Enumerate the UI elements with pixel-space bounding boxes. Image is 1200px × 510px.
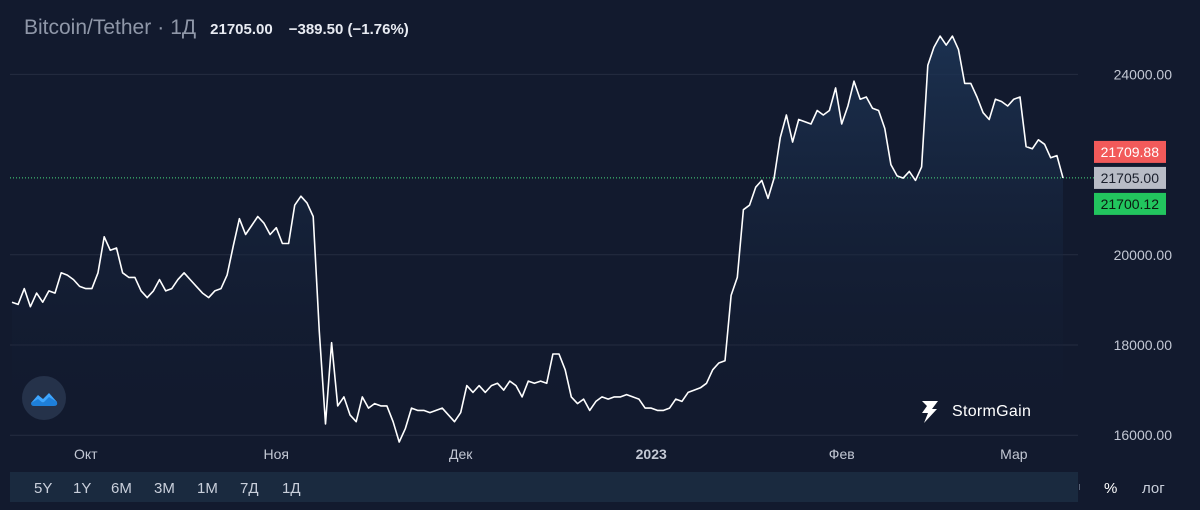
timeframe-label: 1Д (170, 16, 197, 39)
log-scale-toggle[interactable]: лог (1142, 480, 1165, 497)
y-tick-label: 16000.00 (1114, 427, 1173, 443)
x-tick-label: Дек (449, 446, 473, 462)
price-line (11, 35, 1064, 443)
y-tick-label: 24000.00 (1114, 66, 1173, 82)
bid-price-tag (1094, 192, 1166, 215)
cloud-logo-icon[interactable] (22, 376, 66, 420)
ask-price-label: 21709.88 (1101, 144, 1160, 160)
last-price-tag (1094, 166, 1166, 189)
lightning-icon (922, 401, 938, 423)
price-tags: 21709.88 21705.00 21700.12 (1094, 140, 1166, 215)
x-tick-label: Мар (1000, 446, 1028, 462)
y-tick-label: 20000.00 (1114, 247, 1173, 263)
x-tick-label: Ноя (264, 446, 289, 462)
range-button-3m[interactable]: 3M (154, 480, 175, 497)
symbol-name: Bitcoin/Tether (24, 16, 152, 39)
x-tick-label: 2023 (636, 446, 667, 462)
range-button-1y[interactable]: 1Y (73, 480, 92, 497)
range-toolbar (10, 472, 1078, 502)
price-area-fill (12, 36, 1063, 442)
range-button-1m[interactable]: 1M (197, 480, 218, 497)
price-chart[interactable]: 16000.00 18000.00 20000.00 24000.00 Окт Ноя Д… (0, 0, 1200, 470)
bid-price-label: 21700.12 (1101, 196, 1160, 212)
ask-price-tag (1094, 140, 1166, 163)
range-button-5y[interactable]: 5Y (34, 480, 53, 497)
x-tick-label: Окт (74, 446, 98, 462)
separator-dot: · (157, 16, 165, 39)
last-price-label: 21705.00 (1101, 170, 1160, 186)
x-tick-label: Фев (829, 446, 855, 462)
last-price: 21705.00 (210, 21, 273, 38)
range-button-6m[interactable]: 6M (111, 480, 132, 497)
range-button-7d[interactable]: 7Д (240, 480, 259, 497)
brand-watermark: StormGain (918, 399, 1031, 425)
brand-name: StormGain (952, 403, 1032, 420)
toolbar-divider (1079, 484, 1080, 490)
symbol-header: Bitcoin/Tether · 1Д 21705.00 −389.50 (−1… (24, 16, 409, 42)
y-tick-label: 18000.00 (1114, 337, 1173, 353)
percent-scale-toggle[interactable]: % (1104, 480, 1118, 497)
x-axis-labels: Окт Ноя Дек 2023 Фев Мар (74, 446, 1028, 462)
range-button-1d[interactable]: 1Д (282, 480, 301, 497)
price-change: −389.50 (−1.76%) (288, 21, 409, 38)
y-axis-labels: 16000.00 18000.00 20000.00 24000.00 (1114, 66, 1173, 443)
